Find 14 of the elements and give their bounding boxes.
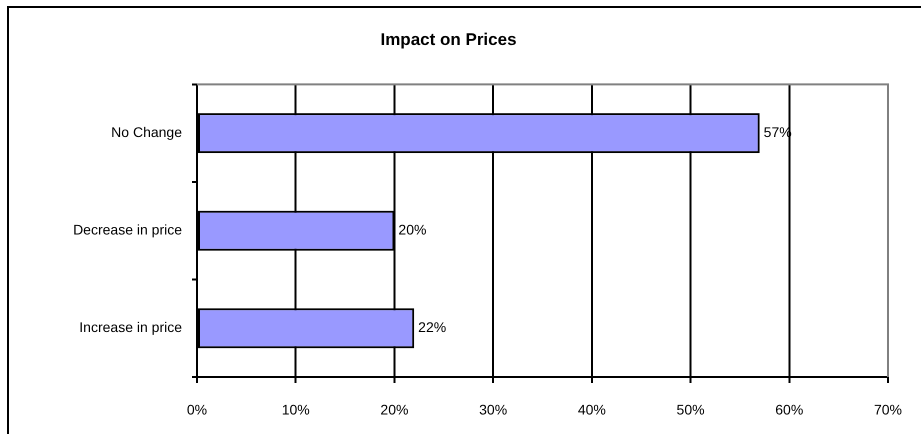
x-tick-label: 0% — [186, 401, 208, 418]
y-tick-label: Decrease in price — [73, 222, 182, 238]
x-tick-label: 70% — [874, 401, 902, 418]
x-tick-label: 30% — [479, 401, 508, 418]
x-tick-label: 60% — [775, 401, 804, 418]
y-tick-label: No Change — [111, 124, 182, 140]
y-tick-label: Increase in price — [79, 319, 182, 336]
x-tick-label: 50% — [676, 401, 705, 418]
chart-title: Impact on Prices — [380, 30, 517, 49]
data-label: 20% — [398, 222, 426, 238]
data-label: 22% — [418, 319, 446, 336]
x-tick-label: 20% — [380, 401, 408, 418]
x-tick-label: 10% — [282, 401, 310, 418]
x-tick-label: 40% — [578, 401, 606, 418]
